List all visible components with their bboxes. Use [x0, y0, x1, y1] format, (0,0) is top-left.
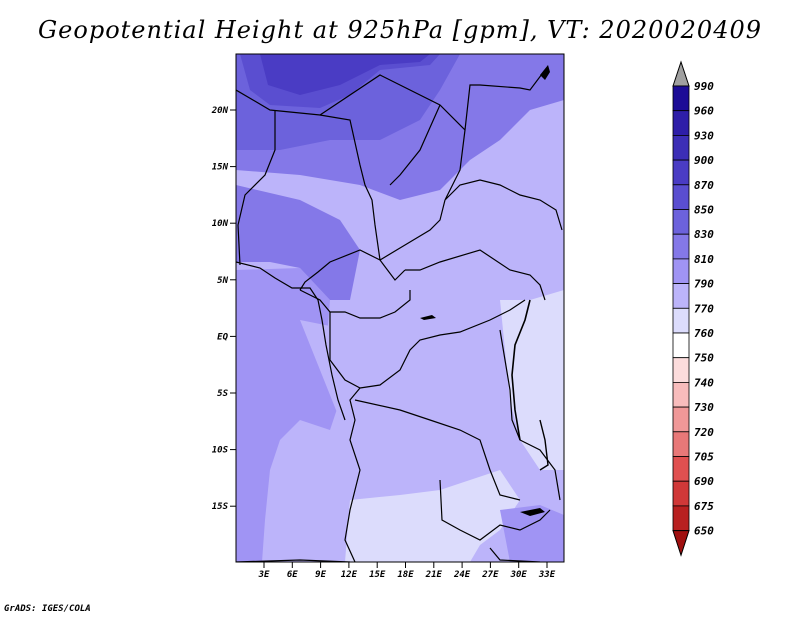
lat-label: 15S: [212, 502, 229, 512]
colorbar-label: 930: [694, 129, 714, 142]
colorbar-label: 730: [694, 401, 714, 414]
coastline-features: [236, 65, 550, 516]
colorbar-label: 960: [694, 105, 714, 118]
longitude-axis: 3E 6E 9E 12E 15E 18E 21E 24E 27E 30E 33E: [258, 562, 556, 580]
colorbar-swatch: [672, 505, 690, 531]
colorbar-label: 790: [694, 278, 714, 291]
lon-label: 18E: [397, 570, 414, 580]
lat-label: 5N: [217, 276, 228, 286]
colorbar-swatch: [672, 283, 690, 309]
colorbar-swatch: [672, 233, 690, 260]
map-frame: [235, 53, 565, 563]
colorbar-top-arrow: [672, 60, 690, 87]
lat-label: 5S: [217, 389, 228, 399]
lon-label: 9E: [315, 570, 326, 580]
map-title: Geopotential Height at 925hPa [gpm], VT:…: [38, 16, 762, 44]
lon-label: 6E: [287, 570, 298, 580]
lon-label: 33E: [538, 570, 556, 580]
colorbar-swatch: [672, 209, 690, 235]
lon-label: 24E: [453, 570, 471, 580]
colorbar-label: 750: [694, 352, 714, 365]
latitude-axis: 20N 15N 10N 5N EQ 5S 10S 15S: [211, 106, 236, 512]
colorbar-swatch: [672, 480, 690, 507]
colorbar-label: 900: [694, 154, 714, 167]
colorbar: 990 960 930 900 870 850 830 810 790 770 760 750 740 7…: [672, 60, 714, 557]
colorbar-label: 675: [694, 500, 714, 513]
colorbar-label: 870: [694, 179, 714, 192]
colorbar-label: 830: [694, 228, 714, 241]
lat-label: 20N: [211, 106, 229, 116]
colorbar-swatch: [672, 159, 690, 186]
colorbar-label: 850: [694, 204, 714, 217]
colorbar-label: 760: [694, 327, 714, 340]
colorbar-swatch: [672, 431, 690, 457]
lat-label: 10N: [212, 219, 229, 229]
lon-label: 12E: [341, 570, 358, 580]
colorbar-swatch: [672, 456, 690, 482]
lon-label: 21E: [425, 570, 443, 580]
colorbar-swatch: [672, 307, 690, 334]
colorbar-bottom-arrow: [672, 530, 690, 557]
grads-footer: GrADS: IGES/COLA: [4, 604, 91, 614]
colorbar-label: 990: [694, 80, 714, 93]
colorbar-swatch: [672, 258, 690, 284]
colorbar-label: 740: [694, 376, 714, 389]
colorbar-label: 705: [694, 451, 714, 464]
colorbar-swatch: [672, 381, 690, 408]
lon-label: 3E: [258, 570, 270, 580]
colorbar-swatch: [672, 357, 690, 383]
colorbar-label: 720: [694, 426, 714, 439]
lat-label: 10S: [212, 446, 229, 456]
colorbar-swatch: [672, 110, 690, 136]
lon-label: 15E: [369, 570, 386, 580]
lon-label: 30E: [510, 570, 528, 580]
lat-label: EQ: [217, 332, 228, 342]
colorbar-label: 690: [694, 475, 714, 488]
colorbar-swatch: [672, 332, 690, 359]
country-borders: [236, 69, 563, 562]
colorbar-swatch: [672, 85, 690, 112]
colorbar-swatch: [672, 406, 690, 433]
lat-label: 15N: [212, 163, 229, 173]
colorbar-label: 650: [694, 525, 714, 538]
colorbar-label: 810: [694, 253, 714, 266]
colorbar-label: 770: [694, 302, 714, 315]
colorbar-swatch: [672, 184, 690, 210]
colorbar-swatch: [672, 134, 690, 161]
lon-label: 27E: [481, 570, 499, 580]
